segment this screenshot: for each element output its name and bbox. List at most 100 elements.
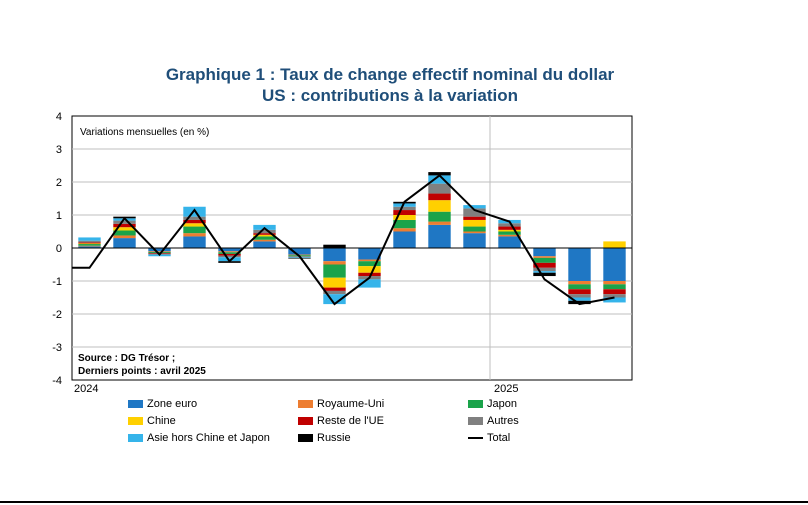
bar-segment — [78, 244, 101, 246]
bar-segment — [428, 193, 451, 201]
bar-segment — [603, 248, 626, 281]
y-axis-ticks: 4 3 2 1 0 -1 -2 -3 -4 — [52, 111, 62, 387]
bar-segment — [218, 257, 241, 262]
bar-segment — [323, 290, 346, 295]
bar-segment — [113, 230, 136, 236]
bar-segment — [113, 235, 136, 239]
bar-segment — [288, 254, 311, 256]
bar-segment — [393, 210, 416, 215]
bar-segment — [358, 266, 381, 273]
bar-segment — [393, 228, 416, 232]
y-tick-label: -1 — [52, 276, 62, 288]
bar-segment — [288, 257, 311, 259]
y-tick-label: -4 — [52, 375, 62, 387]
y-tick-label: -2 — [52, 309, 62, 321]
legend-label: Reste de l'UE — [317, 415, 384, 427]
bar-segment — [428, 183, 451, 194]
bar-segment — [533, 272, 556, 277]
legend-swatch — [128, 400, 143, 408]
bar-segment — [428, 175, 451, 184]
bar-segment — [568, 300, 591, 305]
legend-item: Total — [468, 432, 510, 444]
y-tick-label: 4 — [56, 111, 62, 123]
bar-segment — [463, 205, 486, 209]
bar-segment — [148, 251, 171, 252]
bar-segment — [533, 271, 556, 273]
bar-segment — [463, 208, 486, 217]
bar-segment — [463, 219, 486, 227]
legend-label: Asie hors Chine et Japon — [147, 432, 270, 444]
bar-segment — [568, 294, 591, 298]
bar-segment — [498, 226, 521, 230]
bar-segment — [183, 236, 206, 248]
legend-swatch — [298, 400, 313, 408]
legend-label: Royaume-Uni — [317, 398, 385, 410]
bar-segment — [428, 224, 451, 248]
bar-segment — [463, 233, 486, 248]
bar-segment — [358, 259, 381, 262]
bar-segment — [78, 243, 101, 245]
source-line1: Source : DG Trésor ; — [78, 353, 175, 364]
y-tick-label: 0 — [56, 243, 62, 255]
bar-segment — [183, 219, 206, 224]
legend-swatch — [468, 417, 483, 425]
bar-segment — [253, 236, 276, 240]
bar-segment — [498, 236, 521, 248]
bar-segment — [498, 231, 521, 235]
x-year-label: 2025 — [494, 383, 518, 395]
bar-segment — [463, 231, 486, 234]
chart-title-line2: US : contributions à la variation — [262, 86, 518, 105]
bar-segment — [183, 233, 206, 237]
bar-segment — [113, 238, 136, 248]
legend-swatch — [128, 417, 143, 425]
bar-segment — [323, 277, 346, 288]
bar-segment — [253, 233, 276, 235]
bar-segment — [568, 289, 591, 295]
bar-segment — [568, 284, 591, 290]
bar-segment — [428, 221, 451, 225]
bar-segment — [323, 248, 346, 262]
bar-segment — [218, 255, 241, 258]
legend-swatch — [298, 417, 313, 425]
bar-segment — [148, 248, 171, 252]
bar-segment — [603, 281, 626, 285]
chart-title: Graphique 1 : Taux de change effectif no… — [0, 64, 780, 106]
bar-segment — [323, 244, 346, 248]
legend-label: Russie — [317, 432, 351, 444]
legend-label: Total — [487, 432, 511, 444]
bar-segment — [323, 261, 346, 265]
y-tick-label: 1 — [56, 210, 62, 222]
bar-segment — [253, 241, 276, 248]
legend-item: Russie — [298, 432, 351, 444]
bar-segment — [393, 219, 416, 229]
chart-title-line1: Graphique 1 : Taux de change effectif no… — [165, 65, 615, 84]
y-axis-note: Variations mensuelles (en %) — [80, 127, 209, 138]
bar-segment — [218, 251, 241, 253]
bar-segment — [78, 245, 101, 247]
bar-segment — [288, 248, 311, 255]
bar-segment — [568, 281, 591, 285]
bar-segment — [428, 172, 451, 176]
bar-segment — [78, 242, 101, 244]
bar-segment — [498, 223, 521, 227]
bar-segment — [533, 256, 556, 258]
bar-segment — [533, 262, 556, 268]
y-tick-label: 2 — [56, 177, 62, 189]
bar-segment — [568, 248, 591, 281]
bar-segment — [78, 237, 101, 241]
bar-segment — [603, 284, 626, 290]
bar-segment — [603, 294, 626, 298]
bar-segment — [498, 234, 521, 237]
bar-segment — [393, 215, 416, 220]
bar-segment — [253, 234, 276, 237]
bar-segment — [358, 261, 381, 267]
bar-segment — [218, 252, 241, 254]
total-series-line — [72, 174, 615, 306]
bottom-rule — [0, 501, 808, 503]
legend-label: Japon — [487, 398, 517, 410]
bar-segment — [428, 211, 451, 222]
bar-segment — [533, 257, 556, 263]
bar-segment — [603, 297, 626, 303]
bar-segment — [218, 253, 241, 256]
